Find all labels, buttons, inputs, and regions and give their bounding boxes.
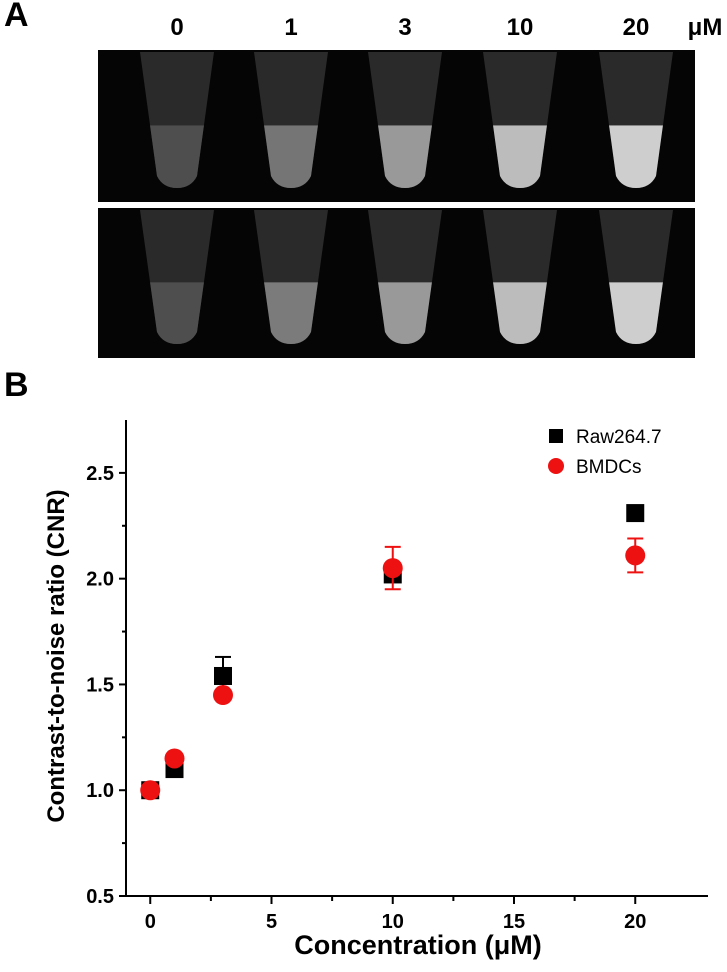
y-tick-label: 1.0 — [86, 780, 114, 802]
legend-marker — [549, 429, 563, 443]
point-raw264-7 — [626, 504, 645, 523]
panel-a-letter: A — [4, 0, 29, 34]
tube-sample-signal-1 — [254, 125, 328, 188]
tube-sample-signal-0 — [140, 125, 214, 188]
tube-sample-signal-3 — [483, 125, 557, 188]
legend-marker — [548, 458, 564, 474]
concentration-label-1: 1 — [284, 14, 298, 41]
x-tick-label: 0 — [145, 911, 156, 933]
mri-image-row-2 — [98, 208, 695, 358]
mri-tubes-svg — [140, 210, 673, 344]
x-tick-label: 20 — [624, 911, 646, 933]
concentration-label-0: 0 — [170, 14, 184, 41]
point-raw264-7 — [214, 666, 232, 685]
mri-tubes-svg — [140, 52, 673, 188]
y-tick-label: 2.0 — [86, 569, 114, 591]
point-bmdcs — [625, 545, 646, 566]
x-tick-label: 5 — [266, 911, 277, 933]
y-axis-label: Contrast-to-noise ratio (CNR) — [43, 489, 70, 822]
tube-sample-signal-4 — [599, 282, 673, 344]
y-tick-label: 0.5 — [86, 886, 114, 908]
point-bmdcs — [164, 748, 185, 769]
concentration-label-10: 10 — [506, 14, 534, 41]
point-bmdcs — [213, 685, 233, 706]
tube-sample-signal-2 — [368, 125, 442, 188]
tube-sample-signal-1 — [254, 282, 328, 344]
concentration-label-3: 3 — [398, 14, 412, 41]
legend-label: BMDCs — [576, 457, 641, 478]
legend-label: Raw264.7 — [576, 427, 662, 448]
x-tick-label: 10 — [382, 911, 404, 933]
panel-b-letter: B — [4, 366, 29, 404]
point-bmdcs — [140, 780, 161, 801]
tube-sample-signal-2 — [368, 282, 442, 344]
tube-sample-signal-4 — [599, 125, 673, 188]
cnr-scatter-chart: 0.5 1.0 1.5 2.0 2.5 0 5 10 15 20 Raw264.7 BMDCs Co… — [43, 420, 708, 960]
concentration-label-20: 20 — [622, 14, 650, 41]
point-bmdcs — [382, 558, 403, 579]
mri-image-row-1 — [98, 50, 695, 202]
x-axis-label: Concentration (μM) — [294, 930, 542, 960]
x-tick-label: 15 — [503, 911, 525, 933]
unit-label: μM — [687, 14, 723, 41]
y-tick-label: 2.5 — [86, 463, 114, 485]
y-tick-label: 1.5 — [86, 674, 114, 696]
tube-sample-signal-3 — [483, 282, 557, 344]
tube-sample-signal-0 — [140, 282, 214, 344]
